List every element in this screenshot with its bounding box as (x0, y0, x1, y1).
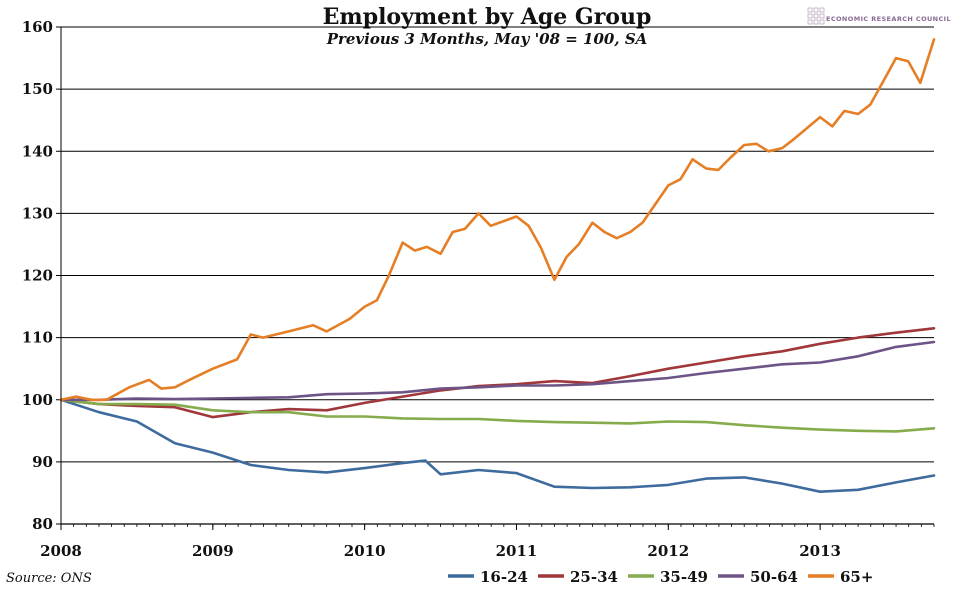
x-tick-label: 2013 (799, 542, 841, 560)
y-tick-label: 130 (22, 204, 53, 222)
legend-label: 35-49 (660, 568, 708, 586)
source-note: Source: ONS (6, 571, 92, 586)
legend-item-25-34: 25-34 (538, 568, 618, 586)
y-tick-label: 100 (22, 391, 53, 409)
legend-label: 65+ (840, 568, 873, 586)
y-tick-label: 120 (22, 267, 53, 285)
series-line-35-49 (59, 398, 936, 433)
x-tick-label: 2010 (344, 542, 386, 560)
y-tick-label: 150 (22, 80, 53, 98)
legend-item-16-24: 16-24 (448, 568, 528, 586)
gridlines (61, 26, 934, 463)
series-line-65plus (59, 38, 936, 402)
series-line-25-34 (59, 326, 936, 419)
series-line-16-24 (59, 398, 936, 494)
series-lines (59, 38, 936, 494)
series-line-50-64 (59, 340, 936, 402)
chart-subtitle: Previous 3 Months, May '08 = 100, SA (326, 30, 648, 48)
brand-grid-icon (807, 7, 825, 25)
y-tick-label: 80 (32, 515, 53, 533)
axes (60, 27, 934, 525)
y-tick-label: 90 (32, 453, 53, 471)
legend-label: 50-64 (750, 568, 798, 586)
legend-item-50-64: 50-64 (718, 568, 798, 586)
x-tick-label: 2008 (40, 542, 82, 560)
y-tick-label: 110 (22, 329, 53, 347)
legend-label: 16-24 (480, 568, 528, 586)
legend-label: 25-34 (570, 568, 618, 586)
legend-item-65plus: 65+ (808, 568, 873, 586)
y-axis-ticks: 80 90 100 110 120 130 140 150 160 (22, 18, 61, 533)
x-tick-label: 2009 (192, 542, 234, 560)
x-tick-label: 2011 (496, 542, 538, 560)
chart-title: Employment by Age Group (323, 4, 652, 30)
y-tick-label: 140 (22, 142, 53, 160)
y-tick-label: 160 (22, 18, 53, 36)
legend: 16-24 25-34 35-49 50-64 65+ (448, 568, 873, 586)
x-tick-label: 2012 (647, 542, 689, 560)
brand-logo: ECONOMIC RESEARCH COUNCIL (807, 7, 951, 25)
brand-name: ECONOMIC RESEARCH COUNCIL (826, 15, 951, 23)
legend-item-35-49: 35-49 (628, 568, 708, 586)
x-axis-ticks: 2008 2009 2010 2011 2012 2013 (40, 524, 935, 560)
